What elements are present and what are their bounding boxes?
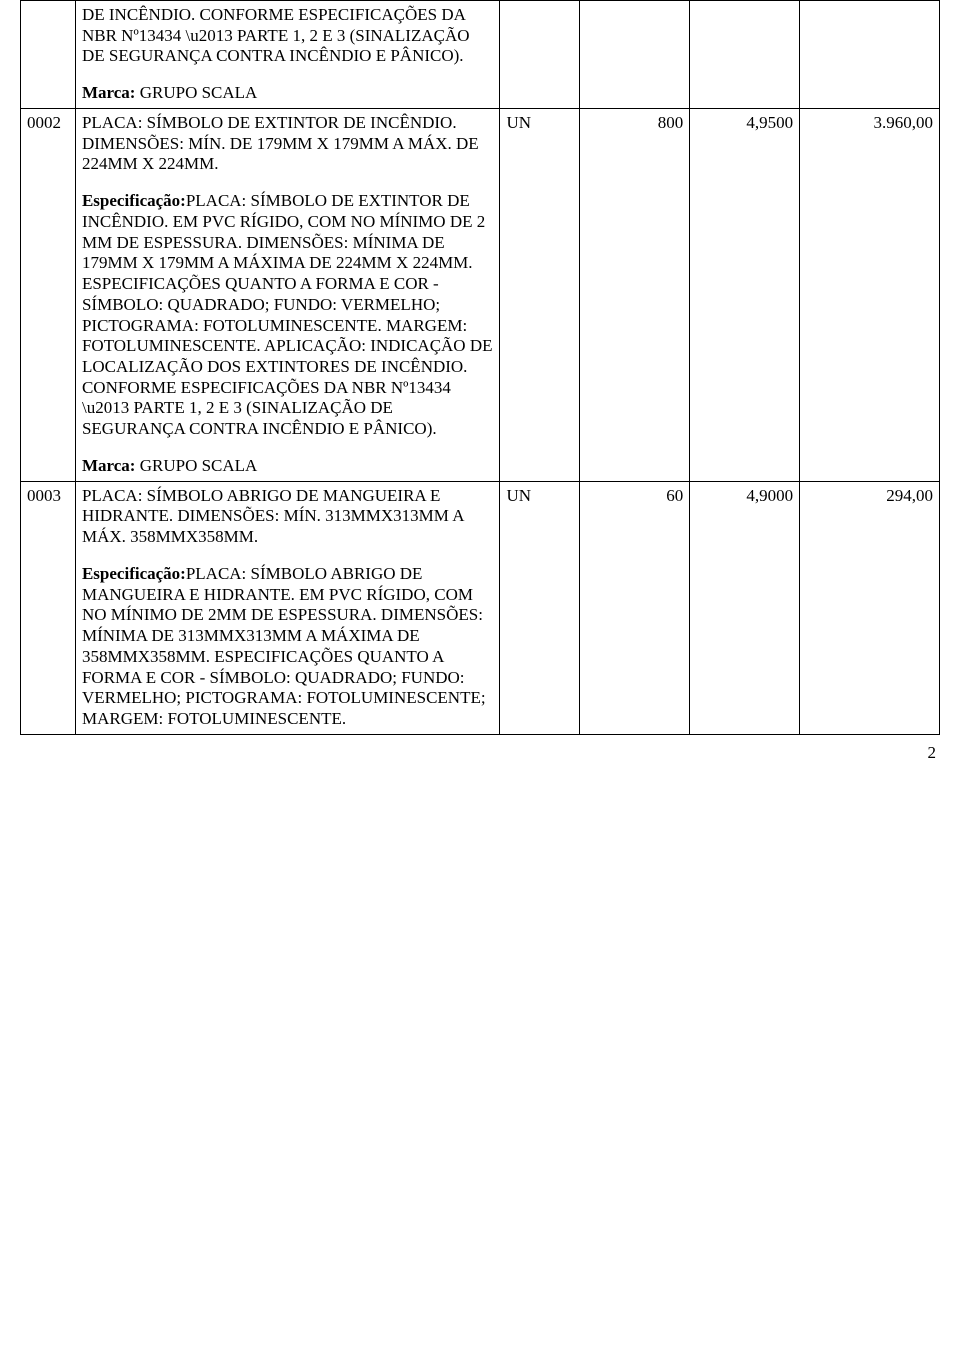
spec-body: PLACA: SÍMBOLO DE EXTINTOR DE INCÊNDIO. … xyxy=(82,191,493,438)
cell-desc: PLACA: SÍMBOLO DE EXTINTOR DE INCÊNDIO. … xyxy=(75,108,500,481)
cell-qty xyxy=(580,1,690,109)
table-row: 0003 PLACA: SÍMBOLO ABRIGO DE MANGUEIRA … xyxy=(21,481,940,734)
cell-un xyxy=(500,1,580,109)
marca: Marca: GRUPO SCALA xyxy=(82,83,494,104)
cell-desc: DE INCÊNDIO. CONFORME ESPECIFICAÇÕES DA … xyxy=(75,1,500,109)
table-row: DE INCÊNDIO. CONFORME ESPECIFICAÇÕES DA … xyxy=(21,1,940,109)
spec: Especificação:PLACA: SÍMBOLO ABRIGO DE M… xyxy=(82,564,494,730)
marca-label: Marca: xyxy=(82,456,140,475)
item-title: PLACA: SÍMBOLO ABRIGO DE MANGUEIRA E HID… xyxy=(82,486,494,548)
cell-total xyxy=(800,1,940,109)
spec-body: PLACA: SÍMBOLO ABRIGO DE MANGUEIRA E HID… xyxy=(82,564,486,728)
spec-label: Especificação: xyxy=(82,191,186,210)
cell-un: UN xyxy=(500,481,580,734)
cell-qty: 800 xyxy=(580,108,690,481)
cell-code xyxy=(21,1,76,109)
spec-table: DE INCÊNDIO. CONFORME ESPECIFICAÇÕES DA … xyxy=(20,0,940,735)
cell-price xyxy=(690,1,800,109)
cell-price: 4,9000 xyxy=(690,481,800,734)
marca-value: GRUPO SCALA xyxy=(140,83,258,102)
cell-price: 4,9500 xyxy=(690,108,800,481)
spec-label: Especificação: xyxy=(82,564,186,583)
cell-code: 0002 xyxy=(21,108,76,481)
cell-qty: 60 xyxy=(580,481,690,734)
cell-code: 0003 xyxy=(21,481,76,734)
marca-value: GRUPO SCALA xyxy=(140,456,258,475)
marca-label: Marca: xyxy=(82,83,140,102)
spec: Especificação:PLACA: SÍMBOLO DE EXTINTOR… xyxy=(82,191,494,440)
page-number: 2 xyxy=(0,735,960,775)
cell-desc: PLACA: SÍMBOLO ABRIGO DE MANGUEIRA E HID… xyxy=(75,481,500,734)
desc-text: DE INCÊNDIO. CONFORME ESPECIFICAÇÕES DA … xyxy=(82,5,494,67)
marca: Marca: GRUPO SCALA xyxy=(82,456,494,477)
cell-un: UN xyxy=(500,108,580,481)
item-title: PLACA: SÍMBOLO DE EXTINTOR DE INCÊNDIO. … xyxy=(82,113,494,175)
cell-total: 3.960,00 xyxy=(800,108,940,481)
table-row: 0002 PLACA: SÍMBOLO DE EXTINTOR DE INCÊN… xyxy=(21,108,940,481)
cell-total: 294,00 xyxy=(800,481,940,734)
